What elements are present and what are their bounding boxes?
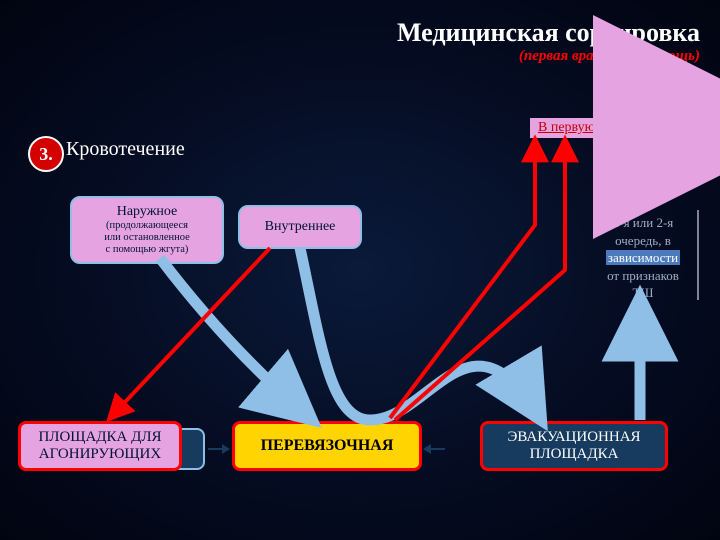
side-note-l5: ТШ [632,285,653,300]
station-dressing: ПЕРЕВЯЗОЧНАЯ [232,421,422,471]
node-external-line3: или остановленное [104,232,190,243]
label-first-priority: В первую очередь [530,118,653,138]
station-evacuation: ЭВАКУАЦИОННАЯ ПЛОЩАДКА [480,421,668,471]
page-subtitle: (первая врачебная помощь) [397,48,700,65]
node-external-line2: (продолжающееся [106,220,188,231]
node-external-bleeding: Наружное (продолжающееся или остановленн… [70,196,224,264]
node-external-line1: Наружное [82,204,212,220]
side-note-priority: 1-я или 2-я очередь, в зависимости от пр… [588,214,698,302]
category-badge: 3. [28,136,64,172]
category-label: Кровотечение [66,138,185,161]
node-external-line4: с помощью жгута) [106,244,189,255]
side-note-l4: от признаков [607,268,679,283]
node-internal-bleeding: Внутреннее [238,205,362,249]
side-note-l3-highlight: зависимости [606,250,680,265]
page-title: Медицинская сортировка [397,18,700,48]
side-note-l1: 1-я или 2-я [613,215,674,230]
station-agonizing: ПЛОЩАДКА ДЛЯ АГОНИРУЮЩИХ [18,421,182,471]
side-note-l2: очередь, в [615,233,671,248]
